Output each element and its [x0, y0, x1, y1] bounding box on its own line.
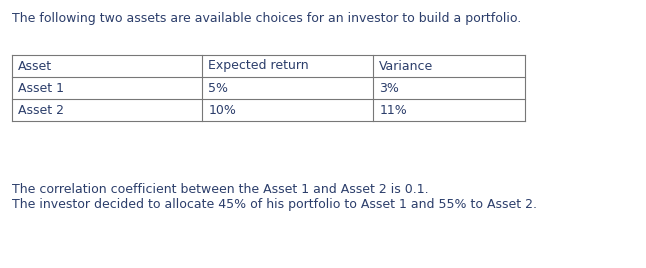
Text: Asset 2: Asset 2	[17, 103, 63, 117]
Text: Variance: Variance	[379, 59, 433, 73]
Text: Asset 1: Asset 1	[17, 81, 63, 95]
Text: 5%: 5%	[208, 81, 228, 95]
Text: Asset: Asset	[17, 59, 52, 73]
Text: 10%: 10%	[208, 103, 236, 117]
Text: The investor decided to allocate 45% of his portfolio to Asset 1 and 55% to Asse: The investor decided to allocate 45% of …	[12, 198, 537, 211]
Text: Expected return: Expected return	[208, 59, 309, 73]
Text: The correlation coefficient between the Asset 1 and Asset 2 is 0.1.: The correlation coefficient between the …	[12, 183, 428, 196]
Text: 3%: 3%	[379, 81, 399, 95]
Text: The following two assets are available choices for an investor to build a portfo: The following two assets are available c…	[12, 12, 521, 25]
Text: 11%: 11%	[379, 103, 407, 117]
